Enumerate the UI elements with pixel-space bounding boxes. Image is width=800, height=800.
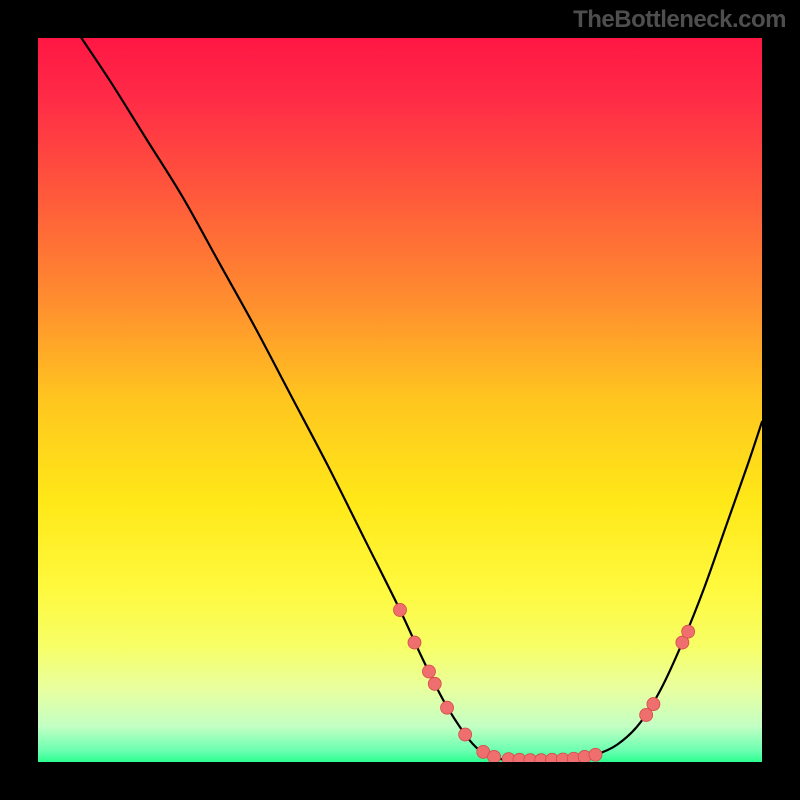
data-marker (647, 698, 660, 711)
data-marker (394, 603, 407, 616)
data-marker (589, 748, 602, 761)
data-marker (422, 665, 435, 678)
plot-area (38, 38, 762, 762)
chart-stage: TheBottleneck.com (0, 0, 800, 800)
data-marker (459, 728, 472, 741)
plot-svg (38, 38, 762, 762)
watermark-text: TheBottleneck.com (573, 6, 786, 34)
gradient-background (38, 38, 762, 762)
data-marker (428, 677, 441, 690)
data-marker (441, 701, 454, 714)
data-marker (682, 625, 695, 638)
data-marker (408, 636, 421, 649)
data-marker (488, 750, 501, 762)
